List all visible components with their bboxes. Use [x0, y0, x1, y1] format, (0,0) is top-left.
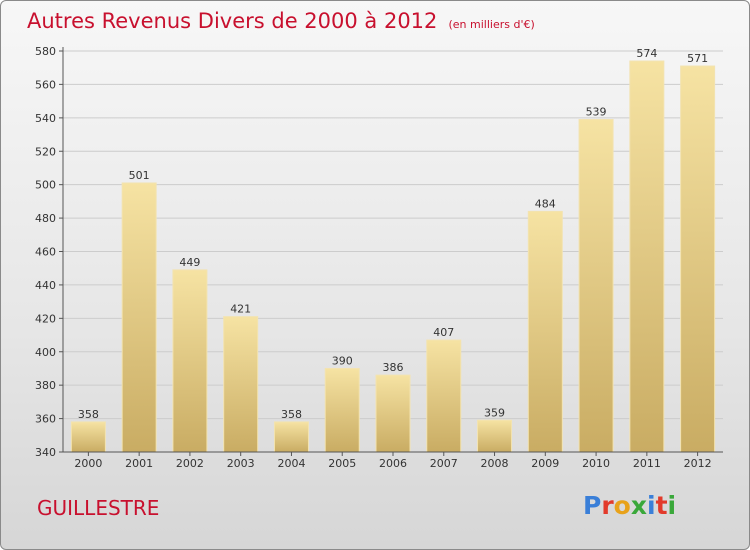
x-tick-label: 2004: [277, 457, 305, 470]
commune-name: GUILLESTRE: [37, 496, 160, 520]
bar-layer: 358 501 449 421 358 390 386 407 359 484 539 574 571: [70, 47, 716, 453]
y-tick-label: 560: [35, 78, 56, 91]
y-tick-label: 440: [35, 279, 56, 292]
logo-letter: t: [655, 491, 668, 520]
bar-value-label: 407: [433, 326, 454, 339]
bar: [477, 419, 513, 453]
logo-letter: i: [647, 491, 656, 520]
bar-value-label: 484: [535, 197, 556, 210]
x-tick-label: 2002: [176, 457, 204, 470]
bar: [426, 339, 462, 453]
bar-value-label: 571: [687, 52, 708, 65]
bar: [273, 421, 309, 453]
logo-letter: o: [613, 491, 631, 520]
x-tick-label: 2006: [379, 457, 407, 470]
title-subtitle: (en milliers d'€): [448, 18, 535, 31]
x-tick-label: 2011: [633, 457, 661, 470]
x-tick-label: 2007: [430, 457, 458, 470]
logo-letter: r: [601, 491, 614, 520]
title-main: Autres Revenus Divers de 2000 à 2012: [27, 9, 438, 33]
bar: [121, 182, 157, 453]
bar-value-label: 359: [484, 406, 505, 419]
bar-value-label: 358: [78, 408, 99, 421]
x-tick-label: 2012: [684, 457, 712, 470]
y-tick-label: 580: [35, 45, 56, 58]
logo-letter: P: [583, 491, 602, 520]
bar: [527, 210, 563, 453]
bar: [172, 269, 208, 453]
bar-value-label: 449: [179, 256, 200, 269]
bar: [680, 65, 716, 453]
logo-letter: x: [630, 491, 647, 520]
bar-value-label: 421: [230, 303, 251, 316]
y-tick-label: 520: [35, 145, 56, 158]
x-tick-label: 2005: [328, 457, 356, 470]
y-tick-label: 540: [35, 112, 56, 125]
y-tick-label: 420: [35, 312, 56, 325]
x-tick-label: 2000: [74, 457, 102, 470]
y-tick-label: 360: [35, 413, 56, 426]
y-tick-label: 380: [35, 379, 56, 392]
axis-layer: 340 360 380 400 420 440 460 480 500 520 540 560 580 2…: [35, 45, 723, 470]
bar-value-label: 386: [383, 361, 404, 374]
chart-title: Autres Revenus Divers de 2000 à 2012 (en…: [27, 9, 535, 33]
bar: [324, 367, 360, 453]
logo-letter: i: [667, 491, 677, 520]
bar: [70, 421, 106, 453]
bar: [375, 374, 411, 453]
y-tick-label: 400: [35, 346, 56, 359]
bar-value-label: 501: [129, 169, 150, 182]
x-tick-label: 2010: [582, 457, 610, 470]
x-tick-label: 2003: [227, 457, 255, 470]
x-tick-label: 2001: [125, 457, 153, 470]
y-tick-label: 480: [35, 212, 56, 225]
x-tick-label: 2008: [481, 457, 509, 470]
x-tick-label: 2009: [531, 457, 559, 470]
bar: [629, 60, 665, 453]
proxiti-logo[interactable]: Proxiti: [583, 491, 676, 520]
y-tick-label: 500: [35, 179, 56, 192]
y-tick-label: 340: [35, 446, 56, 459]
bar-value-label: 574: [636, 47, 657, 60]
bar-value-label: 539: [586, 106, 607, 119]
bar-value-label: 390: [332, 354, 353, 367]
bar: [223, 316, 259, 453]
bar-value-label: 358: [281, 408, 302, 421]
bar: [578, 119, 614, 453]
y-tick-label: 460: [35, 246, 56, 259]
